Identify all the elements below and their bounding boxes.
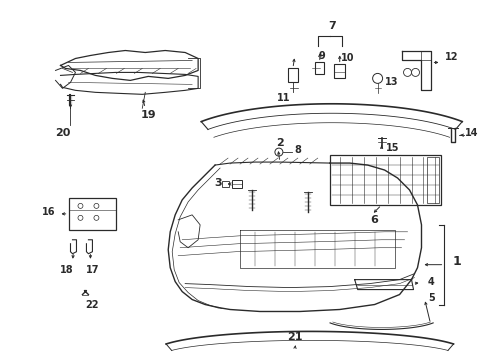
Text: 12: 12	[444, 53, 457, 63]
Text: 16: 16	[41, 207, 55, 217]
Text: 5: 5	[427, 293, 434, 302]
Circle shape	[274, 148, 283, 156]
Text: 4: 4	[427, 276, 434, 287]
Text: 2: 2	[275, 138, 283, 148]
Text: 14: 14	[464, 128, 477, 138]
Circle shape	[78, 203, 83, 208]
Bar	[314, 62, 323, 75]
Bar	[222, 181, 228, 187]
Text: 11: 11	[277, 93, 290, 103]
Text: 22: 22	[85, 300, 99, 310]
Bar	[287, 68, 297, 82]
Circle shape	[403, 68, 411, 76]
Text: 18: 18	[60, 265, 73, 275]
Bar	[427, 157, 439, 203]
Text: 19: 19	[140, 110, 156, 120]
Text: 6: 6	[370, 215, 378, 225]
Text: 9: 9	[318, 51, 325, 62]
Text: 7: 7	[327, 21, 335, 31]
Text: 20: 20	[55, 128, 70, 138]
Text: 8: 8	[294, 145, 301, 155]
Circle shape	[94, 203, 99, 208]
Circle shape	[78, 215, 83, 220]
Bar	[329, 155, 441, 205]
Circle shape	[94, 215, 99, 220]
Bar	[68, 198, 116, 230]
Text: 10: 10	[340, 54, 354, 63]
Text: 3: 3	[214, 178, 222, 188]
Text: 15: 15	[385, 143, 399, 153]
Text: 21: 21	[286, 332, 302, 342]
Text: 17: 17	[85, 265, 99, 275]
Text: 13: 13	[384, 77, 397, 87]
Circle shape	[372, 73, 382, 84]
Circle shape	[411, 68, 419, 76]
Bar	[333, 64, 344, 78]
Text: 1: 1	[452, 255, 461, 268]
Bar	[232, 180, 242, 188]
